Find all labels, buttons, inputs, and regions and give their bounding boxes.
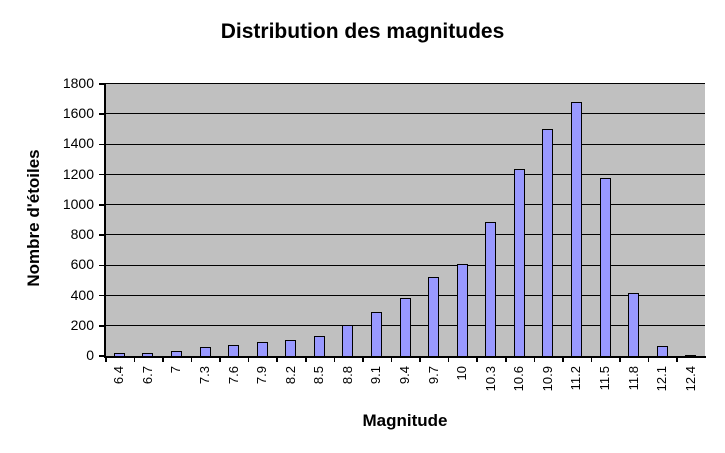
chart-title: Distribution des magnitudes xyxy=(220,20,505,43)
x-tick-label: 8.2 xyxy=(282,366,298,385)
x-tick-label: 7 xyxy=(168,366,184,374)
y-axis xyxy=(104,84,106,357)
x-tick xyxy=(619,356,621,362)
x-tick-label: 6.7 xyxy=(139,366,155,385)
gridline xyxy=(105,234,705,236)
x-tick xyxy=(362,356,364,362)
bar xyxy=(570,102,582,356)
x-tick xyxy=(105,356,107,362)
x-tick-label: 11.5 xyxy=(597,366,612,391)
bar xyxy=(485,222,497,356)
x-tick-label: 8.5 xyxy=(311,366,327,385)
bar xyxy=(656,346,668,356)
y-tick-label: 1600 xyxy=(62,105,94,122)
x-tick-label: 7.3 xyxy=(197,366,212,385)
bar xyxy=(513,169,525,356)
x-tick xyxy=(247,356,250,362)
x-tick xyxy=(190,356,193,362)
bar xyxy=(428,276,440,356)
bar xyxy=(313,336,325,356)
x-tick-label: 7.9 xyxy=(254,366,270,385)
x-tick-label: 6.4 xyxy=(111,366,127,385)
y-tick-label: 400 xyxy=(70,286,94,303)
y-tick-label: 600 xyxy=(70,256,94,273)
y-tick-label: 0 xyxy=(86,347,94,363)
bar xyxy=(542,129,554,356)
x-tick-label: 12.4 xyxy=(682,366,698,392)
bar xyxy=(628,293,640,356)
x-tick-label: 9.7 xyxy=(425,366,441,385)
x-tick-label: 8.8 xyxy=(339,366,355,385)
y-tick xyxy=(99,325,105,327)
bar xyxy=(685,355,697,357)
x-tick-label: 10.9 xyxy=(539,366,555,392)
x-axis-label: Magnitude xyxy=(362,411,448,430)
x-tick-label: 10.3 xyxy=(482,366,498,392)
gridline xyxy=(105,264,705,266)
x-tick-label: 10.6 xyxy=(511,366,527,392)
y-tick-label: 800 xyxy=(70,226,94,243)
x-axis xyxy=(104,356,706,358)
x-tick xyxy=(590,356,593,362)
bar xyxy=(170,350,182,356)
y-tick xyxy=(99,264,105,267)
x-tick xyxy=(676,356,678,362)
bar xyxy=(113,352,125,356)
x-tick xyxy=(447,356,450,362)
y-tick-label: 1800 xyxy=(62,75,94,91)
gridline xyxy=(105,204,705,206)
bar xyxy=(370,312,382,356)
x-tick-label: 11.2 xyxy=(568,366,584,391)
x-tick xyxy=(333,356,336,362)
y-tick xyxy=(99,204,105,206)
y-tick-label: 200 xyxy=(70,316,94,333)
bar xyxy=(399,297,411,356)
y-tick xyxy=(99,83,105,85)
bar xyxy=(228,344,240,356)
x-tick xyxy=(276,356,278,362)
bar xyxy=(456,263,468,356)
y-tick xyxy=(99,355,105,357)
plot-area xyxy=(105,83,705,357)
y-tick-label: 1400 xyxy=(62,135,94,152)
x-tick-label: 9.4 xyxy=(397,366,412,385)
y-tick xyxy=(99,234,105,236)
bar xyxy=(199,346,211,356)
y-tick-label: 1200 xyxy=(62,165,94,182)
x-tick-label: 10 xyxy=(454,366,470,381)
x-tick xyxy=(476,356,478,362)
y-tick xyxy=(99,143,105,146)
x-tick xyxy=(162,356,164,362)
x-tick xyxy=(647,356,650,362)
x-tick-label: 7.6 xyxy=(225,366,241,385)
gridline xyxy=(105,173,705,175)
y-tick-label: 1000 xyxy=(62,195,94,212)
x-tick-label: 9.1 xyxy=(368,366,384,385)
x-tick-label: 12.1 xyxy=(654,366,670,392)
y-tick xyxy=(99,113,105,115)
y-tick xyxy=(99,173,105,176)
x-tick xyxy=(562,356,564,362)
x-tick xyxy=(419,356,421,362)
bar xyxy=(142,352,154,356)
x-tick-label: 11.8 xyxy=(625,366,641,391)
x-tick xyxy=(533,356,536,362)
x-tick xyxy=(390,356,393,362)
gridline xyxy=(105,294,705,296)
bar xyxy=(599,177,611,356)
x-tick xyxy=(505,356,507,362)
gridline xyxy=(105,143,705,145)
x-tick xyxy=(219,356,221,362)
x-tick xyxy=(305,356,307,362)
bar xyxy=(256,341,268,356)
gridline xyxy=(105,113,705,115)
bar xyxy=(285,340,297,356)
gridline xyxy=(105,83,705,85)
x-tick xyxy=(133,356,136,362)
y-tick xyxy=(99,294,105,297)
bar xyxy=(342,325,354,356)
